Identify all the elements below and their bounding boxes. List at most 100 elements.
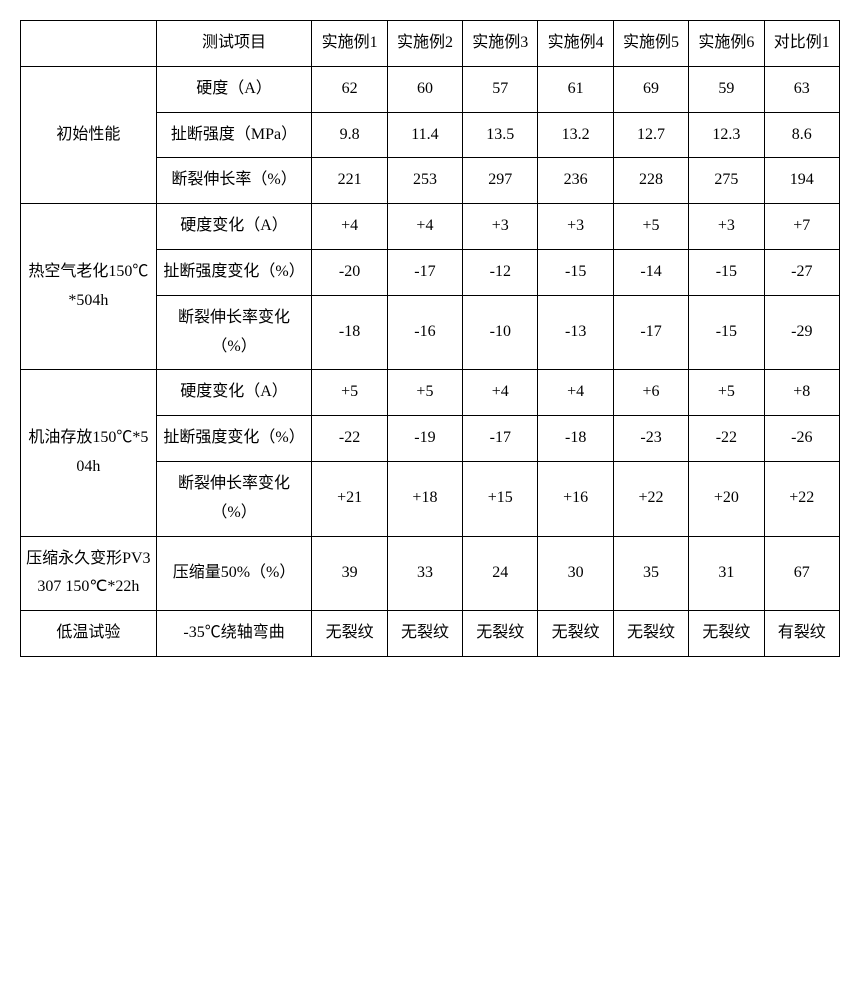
table-header-row: 测试项目实施例1实施例2实施例3实施例4实施例5实施例6对比例1 — [21, 21, 840, 67]
table-row: 初始性能硬度（A）62605761695963 — [21, 66, 840, 112]
data-cell: -18 — [538, 416, 613, 462]
data-cell: +15 — [463, 461, 538, 536]
category-cell: 热空气老化150℃*504h — [21, 204, 157, 370]
data-cell: 有裂纹 — [764, 611, 839, 657]
data-cell: -17 — [613, 295, 688, 370]
data-cell: -22 — [312, 416, 387, 462]
data-cell: -12 — [463, 249, 538, 295]
data-cell: +21 — [312, 461, 387, 536]
category-cell: 压缩永久变形PV3307 150℃*22h — [21, 536, 157, 611]
data-cell: 无裂纹 — [613, 611, 688, 657]
data-cell: 67 — [764, 536, 839, 611]
data-cell: 69 — [613, 66, 688, 112]
data-cell: -26 — [764, 416, 839, 462]
data-cell: -27 — [764, 249, 839, 295]
table-row: 压缩永久变形PV3307 150℃*22h压缩量50%（%）3933243035… — [21, 536, 840, 611]
data-cell: -15 — [689, 249, 764, 295]
data-cell: +5 — [613, 204, 688, 250]
data-cell: -10 — [463, 295, 538, 370]
item-label: 扯断强度（MPa） — [156, 112, 312, 158]
data-cell: 12.7 — [613, 112, 688, 158]
data-cell: +5 — [312, 370, 387, 416]
header-test-item: 测试项目 — [156, 21, 312, 67]
data-cell: -17 — [387, 249, 462, 295]
data-cell: +3 — [463, 204, 538, 250]
header-col-2: 实施例3 — [463, 21, 538, 67]
data-cell: +5 — [387, 370, 462, 416]
data-cell: 无裂纹 — [463, 611, 538, 657]
data-cell: 无裂纹 — [312, 611, 387, 657]
table-row: 低温试验-35℃绕轴弯曲无裂纹无裂纹无裂纹无裂纹无裂纹无裂纹有裂纹 — [21, 611, 840, 657]
item-label: 断裂伸长率变化（%） — [156, 461, 312, 536]
header-col-1: 实施例2 — [387, 21, 462, 67]
data-cell: 228 — [613, 158, 688, 204]
data-cell: -20 — [312, 249, 387, 295]
item-label: 扯断强度变化（%） — [156, 249, 312, 295]
data-cell: -13 — [538, 295, 613, 370]
data-cell: 63 — [764, 66, 839, 112]
data-cell: 31 — [689, 536, 764, 611]
data-cell: +3 — [689, 204, 764, 250]
data-cell: -14 — [613, 249, 688, 295]
data-cell: +16 — [538, 461, 613, 536]
data-cell: -15 — [689, 295, 764, 370]
data-cell: 30 — [538, 536, 613, 611]
data-cell: 236 — [538, 158, 613, 204]
data-cell: 57 — [463, 66, 538, 112]
data-cell: 无裂纹 — [538, 611, 613, 657]
data-cell: +5 — [689, 370, 764, 416]
data-cell: +22 — [764, 461, 839, 536]
data-cell: -22 — [689, 416, 764, 462]
item-label: 硬度（A） — [156, 66, 312, 112]
header-col-6: 对比例1 — [764, 21, 839, 67]
data-cell: +20 — [689, 461, 764, 536]
data-cell: +4 — [312, 204, 387, 250]
category-cell: 初始性能 — [21, 66, 157, 203]
data-cell: 60 — [387, 66, 462, 112]
data-cell: 11.4 — [387, 112, 462, 158]
data-cell: +4 — [538, 370, 613, 416]
data-cell: 297 — [463, 158, 538, 204]
data-cell: +18 — [387, 461, 462, 536]
data-cell: 253 — [387, 158, 462, 204]
header-col-5: 实施例6 — [689, 21, 764, 67]
item-label: -35℃绕轴弯曲 — [156, 611, 312, 657]
category-cell: 机油存放150℃*504h — [21, 370, 157, 536]
header-col-4: 实施例5 — [613, 21, 688, 67]
data-cell: +6 — [613, 370, 688, 416]
data-cell: 61 — [538, 66, 613, 112]
item-label: 硬度变化（A） — [156, 370, 312, 416]
item-label: 断裂伸长率变化（%） — [156, 295, 312, 370]
data-cell: -16 — [387, 295, 462, 370]
data-cell: -29 — [764, 295, 839, 370]
header-col-0: 实施例1 — [312, 21, 387, 67]
item-label: 硬度变化（A） — [156, 204, 312, 250]
data-cell: -17 — [463, 416, 538, 462]
data-cell: -18 — [312, 295, 387, 370]
data-cell: 33 — [387, 536, 462, 611]
data-cell: 24 — [463, 536, 538, 611]
data-cell: 194 — [764, 158, 839, 204]
data-cell: 221 — [312, 158, 387, 204]
data-cell: 275 — [689, 158, 764, 204]
data-cell: 无裂纹 — [387, 611, 462, 657]
header-blank — [21, 21, 157, 67]
data-cell: 13.5 — [463, 112, 538, 158]
data-cell: 无裂纹 — [689, 611, 764, 657]
data-cell: -15 — [538, 249, 613, 295]
data-cell: +7 — [764, 204, 839, 250]
data-cell: +4 — [463, 370, 538, 416]
category-cell: 低温试验 — [21, 611, 157, 657]
data-cell: 39 — [312, 536, 387, 611]
data-cell: +8 — [764, 370, 839, 416]
data-cell: 35 — [613, 536, 688, 611]
table-row: 热空气老化150℃*504h硬度变化（A）+4+4+3+3+5+3+7 — [21, 204, 840, 250]
data-cell: -19 — [387, 416, 462, 462]
data-cell: 62 — [312, 66, 387, 112]
header-col-3: 实施例4 — [538, 21, 613, 67]
item-label: 压缩量50%（%） — [156, 536, 312, 611]
item-label: 扯断强度变化（%） — [156, 416, 312, 462]
table-row: 机油存放150℃*504h硬度变化（A）+5+5+4+4+6+5+8 — [21, 370, 840, 416]
data-table: 测试项目实施例1实施例2实施例3实施例4实施例5实施例6对比例1初始性能硬度（A… — [20, 20, 840, 657]
data-cell: 8.6 — [764, 112, 839, 158]
